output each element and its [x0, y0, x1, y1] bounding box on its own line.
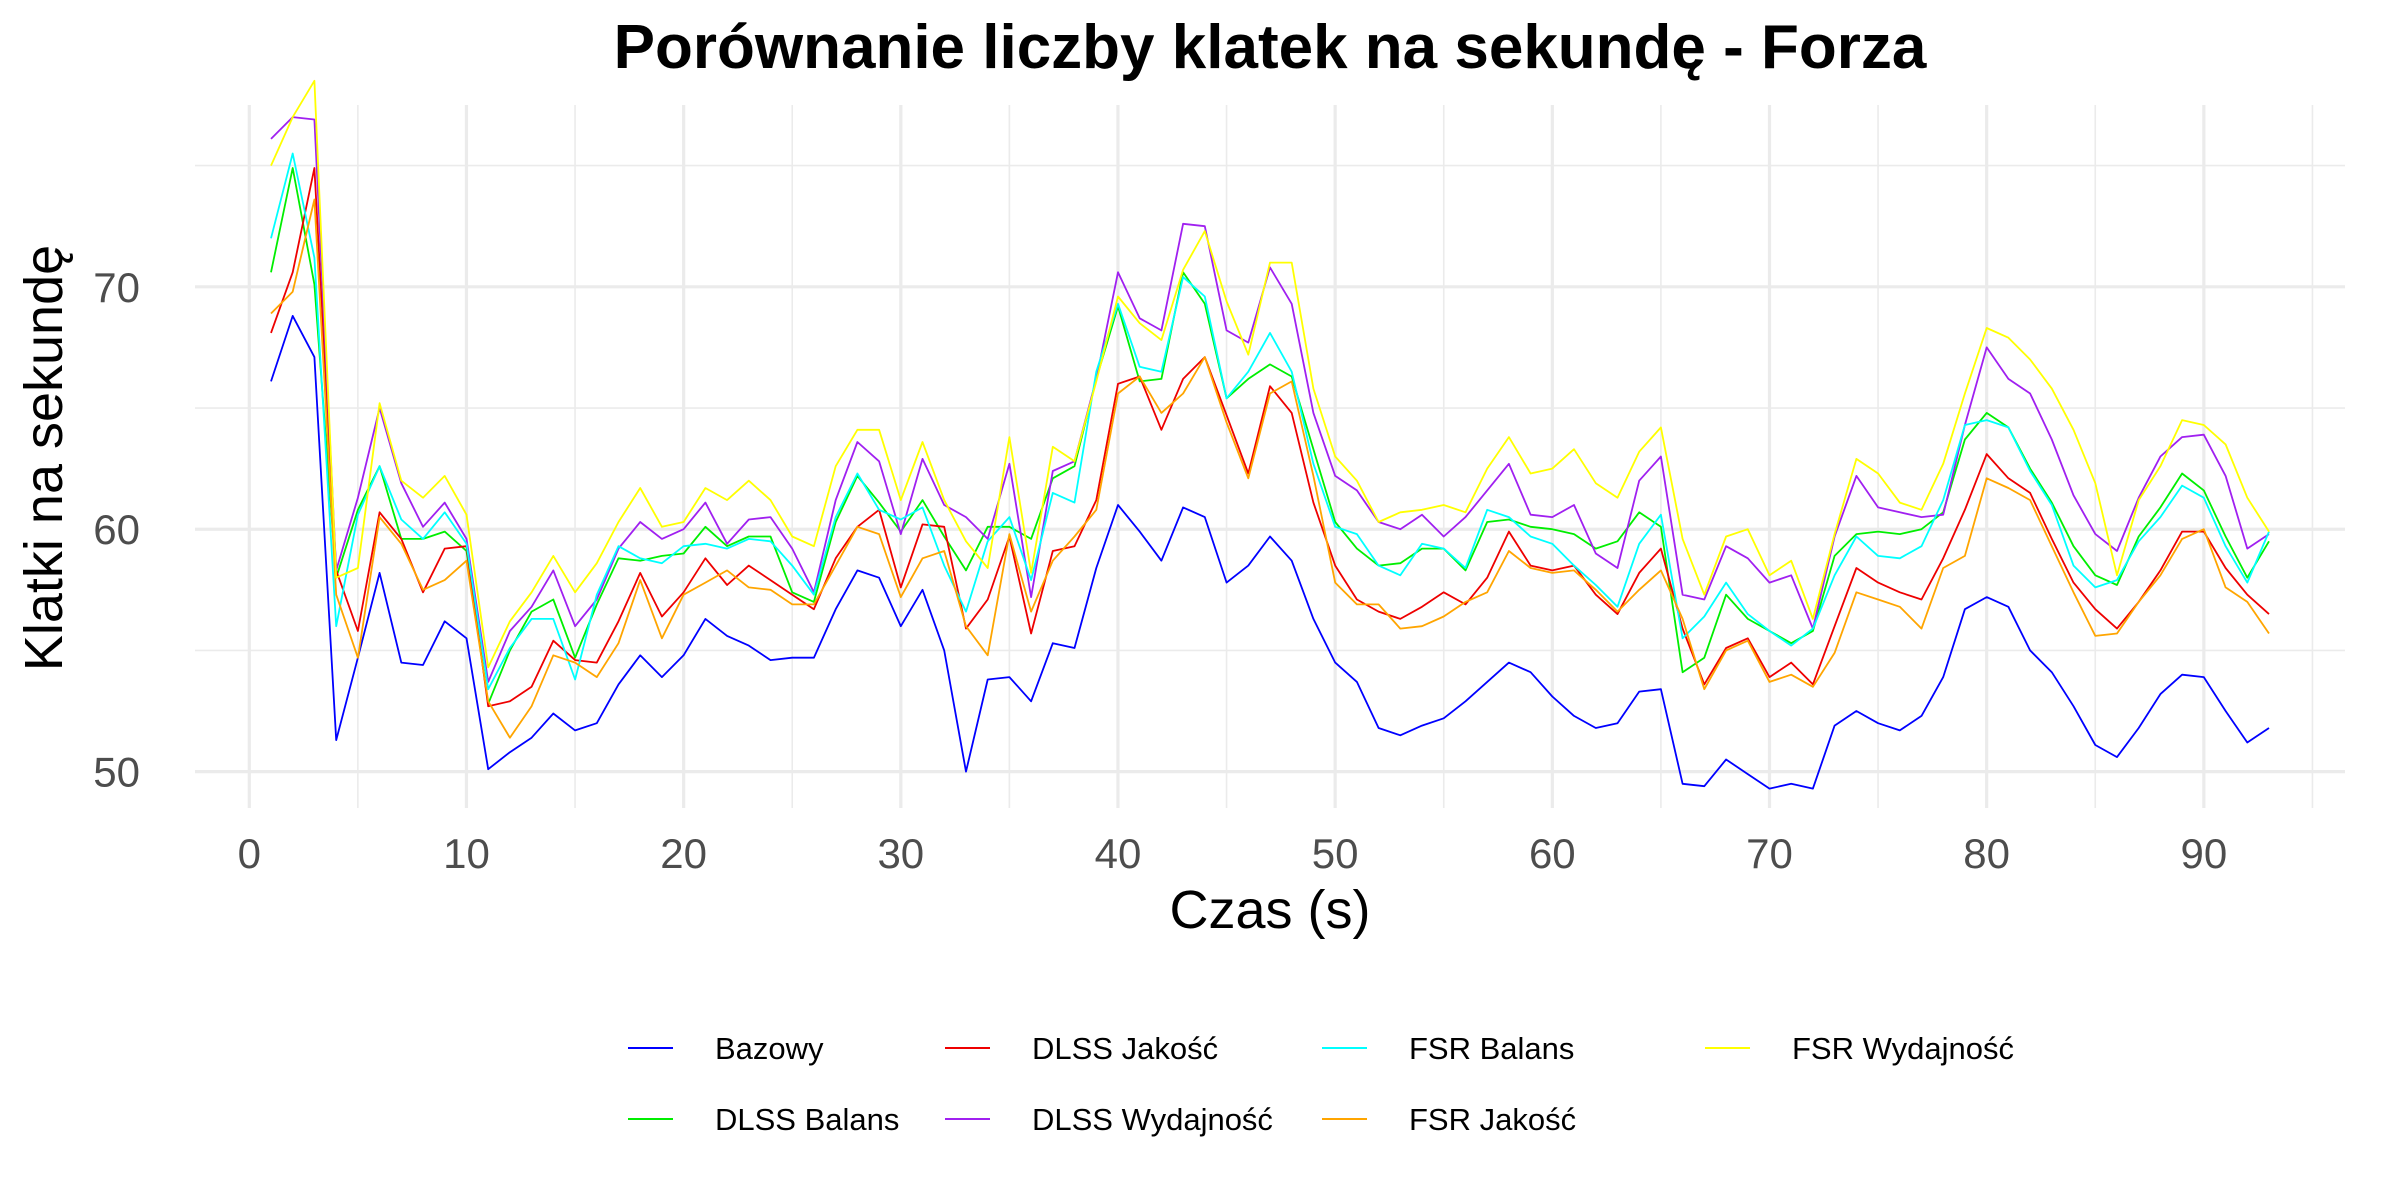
x-axis-ticks: 0 10 20 30 40 50 60 70 80 90	[238, 830, 2228, 877]
series-line-dlss-jakość	[270, 167, 2270, 708]
legend-label: FSR Jakość	[1409, 1102, 1576, 1137]
x-tick-label: 60	[1529, 830, 1576, 877]
x-tick-label: 10	[443, 830, 490, 877]
x-tick-label: 30	[877, 830, 924, 877]
legend-label: FSR Balans	[1409, 1031, 1574, 1066]
legend-label: DLSS Jakość	[1032, 1031, 1218, 1066]
legend-item: FSR Balans	[1322, 1031, 1574, 1066]
legend-label: DLSS Wydajność	[1032, 1102, 1273, 1137]
legend-label: FSR Wydajność	[1792, 1031, 2014, 1066]
y-axis-ticks: 50 60 70	[93, 264, 140, 796]
x-tick-label: 40	[1095, 830, 1142, 877]
legend-item: FSR Wydajność	[1705, 1031, 2014, 1066]
x-axis-title: Czas (s)	[1170, 880, 1371, 940]
chart-title: Porównanie liczby klatek na sekundę - Fo…	[614, 13, 1927, 82]
x-tick-label: 0	[238, 830, 261, 877]
y-axis-title: Klatki na sekundę	[14, 245, 74, 671]
x-tick-label: 50	[1312, 830, 1359, 877]
x-tick-label: 80	[1963, 830, 2010, 877]
y-tick-label: 50	[93, 749, 140, 796]
series-line-fsr-balans	[270, 152, 2270, 691]
x-tick-label: 90	[2180, 830, 2227, 877]
legend-item: DLSS Wydajność	[945, 1102, 1273, 1137]
series-line-dlss-balans	[270, 167, 2270, 705]
series-lines	[270, 79, 2270, 790]
legend: Bazowy DLSS Balans DLSS Jakość DLSS Wydajno…	[628, 1031, 2014, 1137]
y-tick-label: 70	[93, 264, 140, 311]
legend-item: DLSS Jakość	[945, 1031, 1218, 1066]
series-line-bazowy	[270, 314, 2270, 790]
series-line-dlss-wydajność	[270, 116, 2270, 683]
legend-label: DLSS Balans	[715, 1102, 899, 1137]
x-tick-label: 20	[660, 830, 707, 877]
legend-label: Bazowy	[715, 1031, 824, 1066]
legend-item: DLSS Balans	[628, 1102, 899, 1137]
x-tick-label: 70	[1746, 830, 1793, 877]
series-line-fsr-jakość	[270, 198, 2270, 739]
y-tick-label: 60	[93, 506, 140, 553]
legend-item: Bazowy	[628, 1031, 824, 1066]
grid	[195, 105, 2345, 808]
legend-item: FSR Jakość	[1322, 1102, 1576, 1137]
series-line-fsr-wydajność	[270, 79, 2270, 669]
